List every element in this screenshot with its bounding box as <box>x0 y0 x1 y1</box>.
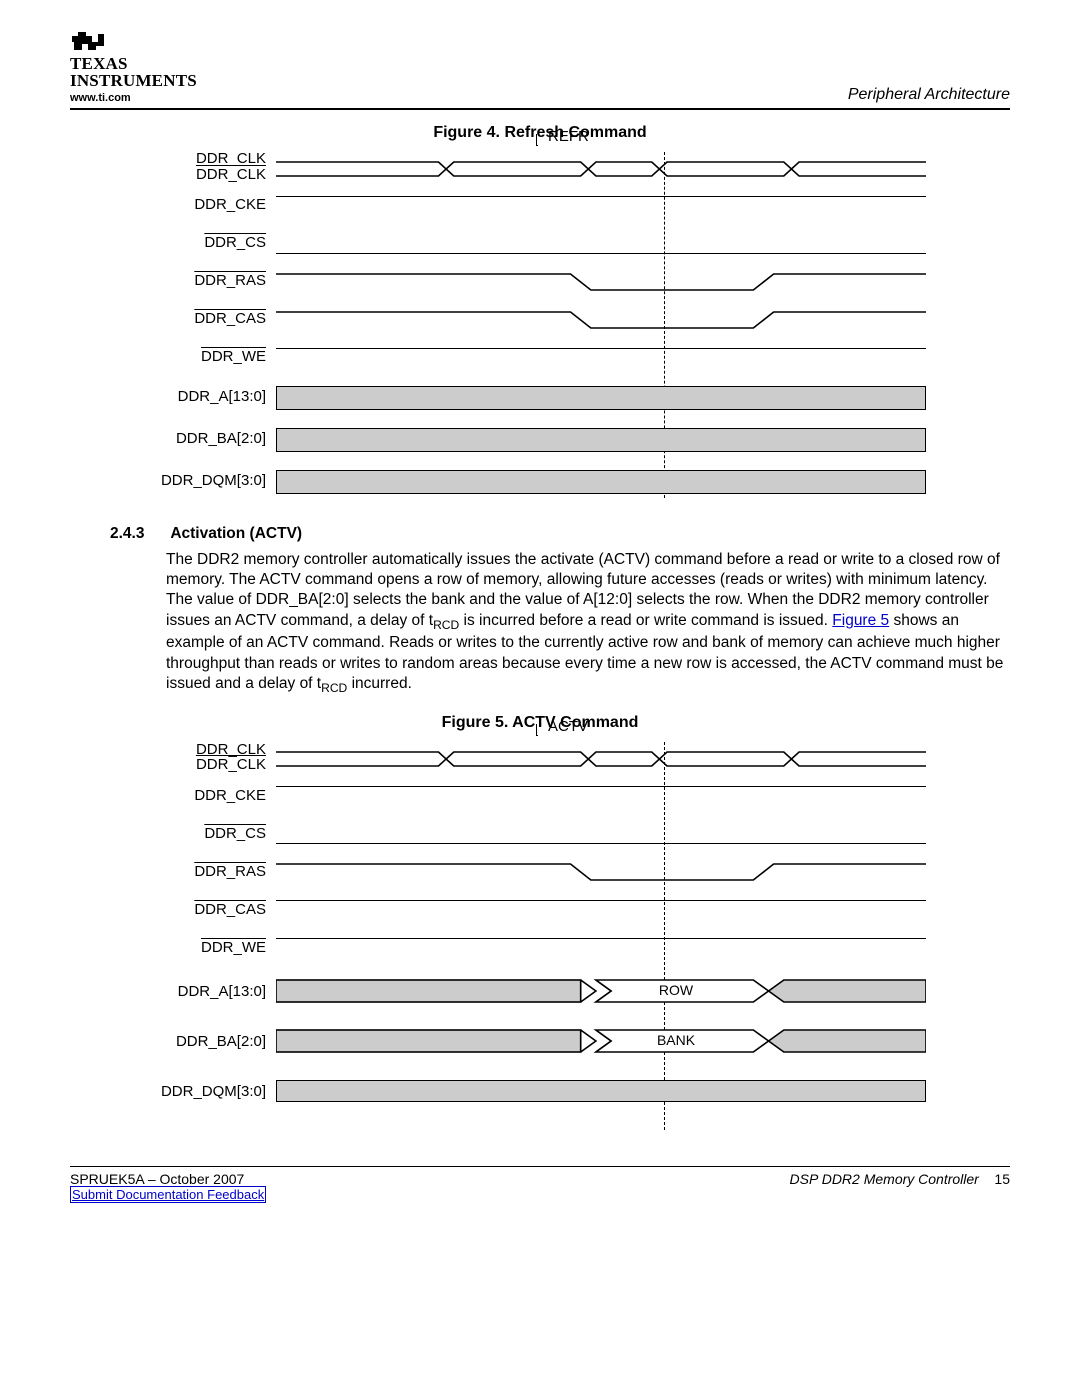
figure4-title: Figure 4. Refresh Command <box>70 124 1010 142</box>
fig4-wave-cke <box>276 186 926 224</box>
figure4-diagram: REFR DDR_CLK DDR_CLK DDR_CKE DDR_CS <box>156 148 926 508</box>
fig4-row-addr: DDR_A[13:0] <box>156 376 926 418</box>
fig4-wave-we <box>276 338 926 376</box>
fig4-row-ras: DDR_RAS <box>156 262 926 300</box>
fig4-label-we: DDR_WE <box>156 349 276 365</box>
fig4-label-cas: DDR_CAS <box>156 311 276 327</box>
fig5-wave-cs <box>276 814 926 852</box>
fig4-row-dqm: DDR_DQM[3:0] <box>156 460 926 502</box>
fig5-ba-value: BANK <box>616 1032 736 1048</box>
fig5-label-cke: DDR_CKE <box>156 788 276 804</box>
fig5-label-clk: DDR_CLK DDR_CLK <box>156 742 276 774</box>
fig5-wave-dqm <box>276 1066 926 1116</box>
page-number: 15 <box>994 1171 1010 1187</box>
fig5-addr-value: ROW <box>616 982 736 998</box>
ti-logo: TEXAS INSTRUMENTS www.ti.com <box>70 28 182 104</box>
figure5-link[interactable]: Figure 5 <box>832 612 889 629</box>
logo-url: www.ti.com <box>70 92 182 104</box>
figure5-title: Figure 5. ACTV Command <box>70 714 1010 732</box>
fig5-label-cs: DDR_CS <box>156 826 276 842</box>
feedback-link[interactable]: Submit Documentation Feedback <box>70 1186 266 1203</box>
fig4-wave-addr <box>276 376 926 418</box>
fig5-wave-ba: BANK <box>276 1016 926 1066</box>
fig5-wave-clk <box>276 738 926 776</box>
fig5-label-ras: DDR_RAS <box>156 864 276 880</box>
subsection-title: Activation (ACTV) <box>170 525 302 542</box>
header-rule <box>70 108 1010 110</box>
fig5-marker-label: ACTV <box>548 718 588 735</box>
fig5-label-addr: DDR_A[13:0] <box>156 984 276 1000</box>
fig5-wave-cas <box>276 890 926 928</box>
fig5-row-ras: DDR_RAS <box>156 852 926 890</box>
fig5-wave-addr: ROW <box>276 966 926 1016</box>
fig5-wave-cke <box>276 776 926 814</box>
figure5-diagram: ACTV DDR_CLK DDR_CLK DDR_CKE DDR_CS <box>156 738 926 1138</box>
fig5-wave-ras <box>276 852 926 890</box>
footer-right: DSP DDR2 Memory Controller 15 <box>790 1171 1010 1187</box>
fig4-wave-ba <box>276 418 926 460</box>
page-footer: SPRUEK5A – October 2007 DSP DDR2 Memory … <box>70 1171 1010 1187</box>
section-heading: Peripheral Architecture <box>848 86 1010 104</box>
page-header: TEXAS INSTRUMENTS www.ti.com Peripheral … <box>70 28 1010 104</box>
fig5-row-addr: DDR_A[13:0] ROW <box>156 966 926 1016</box>
fig4-label-ba: DDR_BA[2:0] <box>156 431 276 447</box>
fig4-row-ba: DDR_BA[2:0] <box>156 418 926 460</box>
fig5-wave-we <box>276 928 926 966</box>
fig4-label-cke: DDR_CKE <box>156 197 276 213</box>
fig4-label-ras: DDR_RAS <box>156 273 276 289</box>
fig5-row-dqm: DDR_DQM[3:0] <box>156 1066 926 1116</box>
fig5-label-dqm: DDR_DQM[3:0] <box>156 1084 276 1100</box>
fig4-wave-dqm <box>276 460 926 502</box>
fig5-row-we: DDR_WE <box>156 928 926 966</box>
logo-text-bottom: INSTRUMENTS <box>70 71 197 90</box>
fig4-wave-ras <box>276 262 926 300</box>
fig4-wave-cas <box>276 300 926 338</box>
fig5-row-ba: DDR_BA[2:0] BANK <box>156 1016 926 1066</box>
fig4-wave-cs <box>276 224 926 262</box>
fig4-row-we: DDR_WE <box>156 338 926 376</box>
fig5-row-cas: DDR_CAS <box>156 890 926 928</box>
ti-bug-icon <box>70 28 106 54</box>
fig4-row-cs: DDR_CS <box>156 224 926 262</box>
fig4-label-cs: DDR_CS <box>156 235 276 251</box>
fig5-marker-tick <box>536 724 538 736</box>
fig4-wave-clk <box>276 148 926 186</box>
fig4-label-addr: DDR_A[13:0] <box>156 389 276 405</box>
footer-rule <box>70 1166 1010 1167</box>
fig5-label-ba: DDR_BA[2:0] <box>156 1034 276 1050</box>
fig4-label-clk: DDR_CLK DDR_CLK <box>156 151 276 183</box>
fig4-marker-tick <box>536 134 538 146</box>
section-2-4-3: 2.4.3 Activation (ACTV) The DDR2 memory … <box>110 524 1010 696</box>
fig5-row-clk: DDR_CLK DDR_CLK <box>156 738 926 776</box>
fig5-row-cke: DDR_CKE <box>156 776 926 814</box>
fig4-row-cke: DDR_CKE <box>156 186 926 224</box>
section-paragraph: The DDR2 memory controller automatically… <box>166 550 1010 696</box>
page: TEXAS INSTRUMENTS www.ti.com Peripheral … <box>0 0 1080 1222</box>
fig4-label-dqm: DDR_DQM[3:0] <box>156 473 276 489</box>
feedback-row: Submit Documentation Feedback <box>70 1187 1010 1202</box>
subsection-number: 2.4.3 <box>110 524 166 544</box>
footer-left: SPRUEK5A – October 2007 <box>70 1171 244 1187</box>
fig4-row-clk: DDR_CLK DDR_CLK <box>156 148 926 186</box>
fig5-label-we: DDR_WE <box>156 940 276 956</box>
fig5-row-cs: DDR_CS <box>156 814 926 852</box>
fig4-marker-label: REFR <box>548 128 589 145</box>
fig5-label-cas: DDR_CAS <box>156 902 276 918</box>
fig4-row-cas: DDR_CAS <box>156 300 926 338</box>
